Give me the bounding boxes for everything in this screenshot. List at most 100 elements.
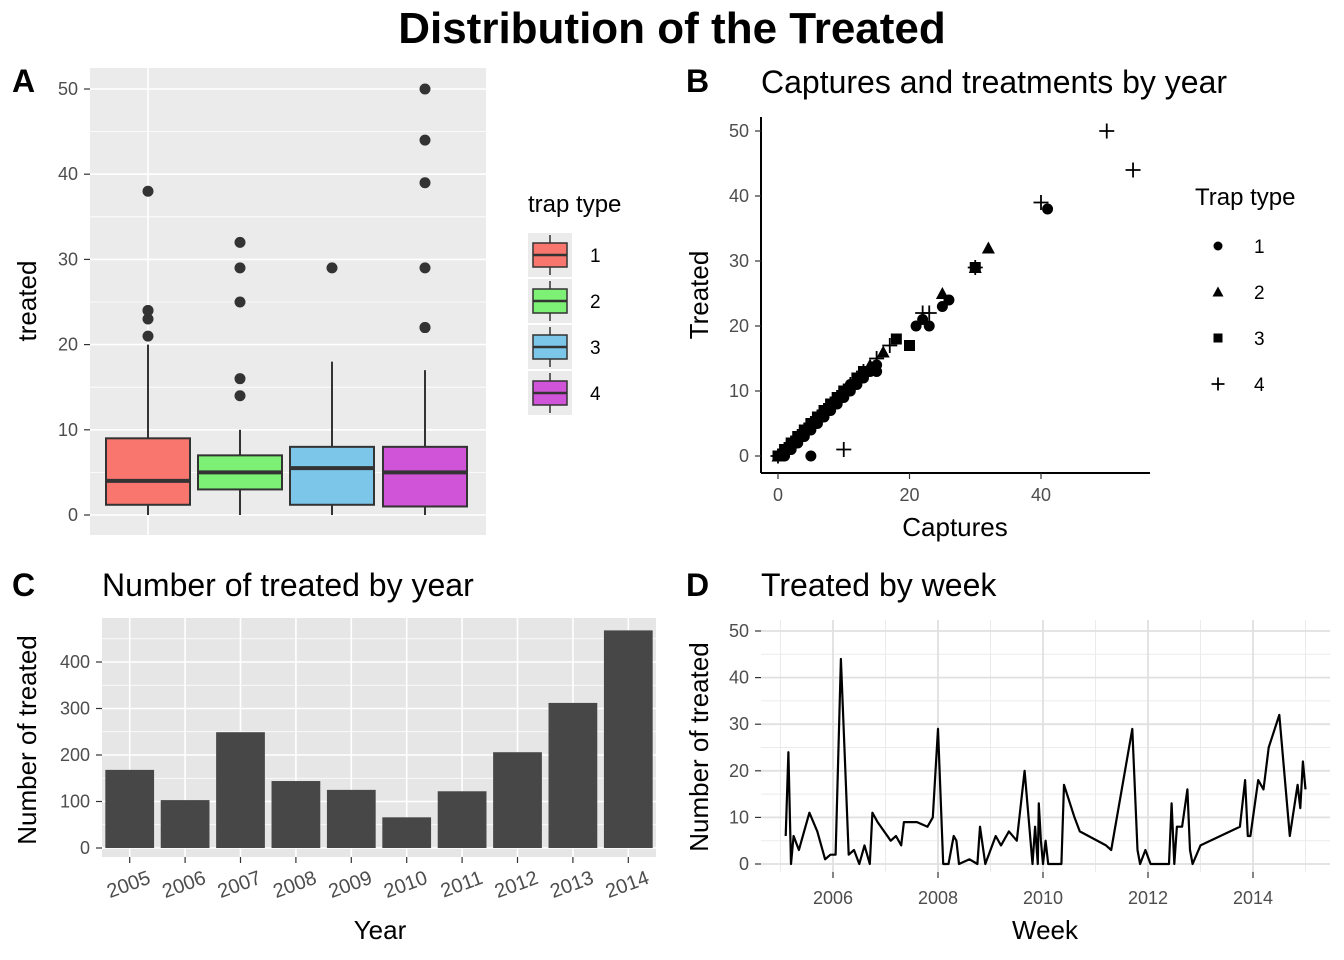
panel-d-x-tick-label: 2008 [918, 888, 958, 908]
box-outlier [142, 185, 154, 197]
legend-label: 3 [1254, 329, 1265, 350]
legend-item-trap-2: 2 [528, 279, 601, 323]
panel-a-tag: A [12, 63, 35, 99]
panel-c-x-tick-label: 2008 [270, 867, 319, 903]
panel-d-y-tick-label: 0 [739, 854, 749, 874]
panel-c-tag: C [12, 567, 35, 603]
panel-b-title: Captures and treatments by year [761, 64, 1227, 100]
legend-item-trap-1: 1 [1213, 237, 1265, 258]
box-iqr [289, 445, 375, 506]
legend-label: 2 [1254, 283, 1265, 304]
box-trap-1 [105, 185, 191, 515]
panel-b-tag: B [686, 63, 709, 99]
scatter-point-plus [796, 422, 812, 438]
panel-d-y-tick-label: 50 [729, 621, 749, 641]
panel-a-y-tick-label: 40 [58, 164, 78, 184]
bar-2012 [493, 752, 542, 848]
scatter-point-plus [836, 442, 852, 457]
panel-c-x-tick-label: 2012 [492, 867, 541, 903]
box-outlier [234, 390, 246, 402]
panel-b-x-tick-label: 0 [773, 485, 783, 505]
scatter-point-plus [829, 390, 845, 405]
box-outlier [326, 262, 338, 274]
panel-c-x-tick-label: 2009 [326, 867, 375, 903]
scatter-point-square [851, 372, 863, 384]
panel-c-x-tick-label: 2013 [547, 867, 596, 903]
panel-b-x-tick-label: 40 [1031, 485, 1051, 505]
panel-c-x-tick-label: 2011 [438, 867, 486, 902]
panel-d-y-tick-label: 30 [729, 714, 749, 734]
scatter-point-plus [803, 416, 819, 431]
scatter-point-square [904, 340, 915, 351]
box-outlier [419, 177, 431, 189]
box-outlier [234, 373, 246, 385]
bar-2008 [271, 781, 321, 848]
panel-b-y-tick-label: 0 [739, 446, 749, 466]
scatter-point-plus [842, 377, 858, 392]
scatter-point-plus [836, 383, 852, 399]
bar-2011 [437, 791, 487, 848]
legend-item-trap-2: 2 [1212, 283, 1265, 304]
panel-d-y-axis-title: Number of treated [684, 642, 714, 852]
scatter-point-plus [882, 338, 898, 353]
bar-2009 [326, 789, 376, 848]
panel-c-y-tick-label: 0 [80, 838, 90, 858]
panel-c-x-axis-title: Year [354, 915, 407, 945]
scatter-point-circle [1042, 203, 1054, 215]
scatter-point-plus [823, 396, 839, 412]
panel-b-x-axis-title: Captures [902, 512, 1008, 542]
box-trap-4 [382, 83, 468, 515]
panel-b-x-tick-label: 20 [899, 485, 919, 505]
legend-label: 2 [590, 292, 601, 313]
box-outlier [142, 313, 154, 325]
panel-b-y-tick-label: 40 [729, 186, 749, 206]
scatter-point-plus [967, 260, 983, 275]
panel-c-x-tick-label: 2010 [381, 867, 430, 903]
panel-b-y-tick-label: 20 [729, 316, 749, 336]
scatter-point-plus [921, 305, 937, 321]
box-trap-2 [197, 236, 283, 515]
box-iqr [105, 437, 191, 506]
panel-d-y-tick-label: 20 [729, 761, 749, 781]
legend-item-trap-4: 4 [528, 371, 601, 415]
panel-d-x-tick-label: 2014 [1233, 888, 1273, 908]
scatter-point-plus [1211, 377, 1225, 391]
panel-d-y-tick-label: 10 [729, 807, 749, 827]
panel-c-y-tick-label: 400 [60, 652, 90, 672]
panel-a-y-tick-label: 10 [58, 420, 78, 440]
scatter-point-triangle [876, 345, 890, 358]
panel-c-y-tick-label: 300 [60, 699, 90, 719]
figure-title: Distribution of the Treated [398, 4, 946, 53]
scatter-point-plus [809, 409, 825, 425]
scatter-point-circle [923, 320, 935, 332]
bar-2007 [216, 732, 265, 848]
panel-a-y-tick-label: 50 [58, 79, 78, 99]
box-outlier [419, 262, 431, 274]
scatter-point-circle [1213, 241, 1223, 251]
scatter-point-triangle [981, 241, 995, 254]
panel-a-y-tick-label: 30 [58, 249, 78, 269]
bar-2005 [105, 769, 155, 848]
scatter-point-plus [770, 448, 786, 464]
box-outlier [142, 330, 154, 342]
panel-d-x-axis-title: Week [1012, 915, 1079, 945]
box-outlier [419, 83, 431, 95]
box-outlier [142, 305, 154, 317]
panel-c-x-tick-label: 2006 [159, 867, 208, 903]
panel-c-y-axis-title: Number of treated [12, 635, 42, 845]
legend-label: 4 [590, 384, 601, 405]
scatter-point-plus [855, 364, 871, 379]
legend-label: 4 [1254, 375, 1265, 396]
panel-b-y-tick-label: 50 [729, 121, 749, 141]
scatter-point-triangle [1212, 286, 1224, 297]
panel-a-y-tick-label: 20 [58, 335, 78, 355]
panel-a-legend-title: trap type [528, 191, 621, 218]
bar-2006 [160, 800, 210, 848]
panel-d-title: Treated by week [761, 567, 997, 603]
panel-b: 0 10 20 30 40 50 0 20 40 B Captures and treatments… [684, 63, 1296, 542]
box-outlier [419, 322, 431, 334]
panel-c-title: Number of treated by year [102, 567, 474, 603]
